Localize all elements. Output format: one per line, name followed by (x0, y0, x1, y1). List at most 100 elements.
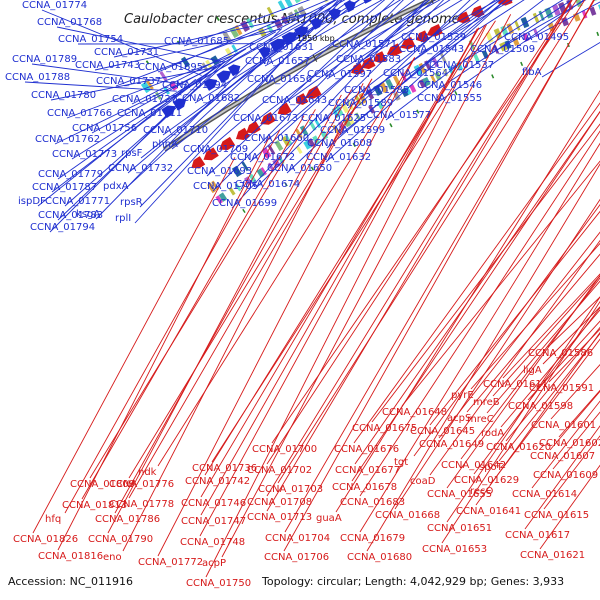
gene-labels: CCNA_01774 CCNA_01768 CCNA_01754 CCNA_01731… (5, 0, 600, 589)
cog-color-block (287, 11, 296, 21)
cog-color-block (260, 167, 267, 176)
kbp-scale-labels: 1650 kbp1700 kbp1750 kbp1800 kbp1850 kbp… (297, 0, 434, 62)
cog-color-block (295, 145, 303, 155)
reverse-gene-label: CCNA_01750 (186, 578, 251, 589)
kbp-scale-label: 1950 kbp (297, 34, 335, 43)
feature-tick (352, 142, 356, 148)
reverse-gene-label: CCNA_01776 (109, 479, 174, 490)
cog-color-block (284, 0, 293, 8)
reverse-gene-label: CCNA_01746 (181, 498, 246, 509)
cog-color-block (473, 53, 480, 63)
cog-color-block (422, 76, 431, 87)
reverse-gene-label: CCNA_01642 (441, 460, 506, 471)
cog-color-block (514, 20, 521, 31)
leader-line (436, 0, 573, 91)
reverse-gene-label: CCNA_01676 (334, 444, 399, 455)
cog-color-block (589, 6, 597, 16)
cog-color-block (358, 92, 367, 104)
reverse-gene-label: CCNA_01790 (88, 534, 153, 545)
reverse-gene-label: recO (470, 486, 494, 497)
cog-color-block (281, 15, 289, 25)
reverse-gene-label: CCNA_01826 (13, 534, 78, 545)
forward-gene-arrow (203, 78, 218, 91)
cog-color-block (234, 24, 243, 36)
reverse-gene-label: CCNA_01704 (265, 533, 330, 544)
leader-line (470, 242, 600, 390)
leader-line (429, 210, 600, 426)
cog-color-block (274, 140, 284, 151)
forward-gene-label: CCNA_01597 (307, 69, 372, 80)
reverse-gene-label: CCNA_01602 (539, 438, 600, 449)
leader-line (366, 163, 600, 552)
leader-line (460, 277, 600, 460)
forward-gene-label: CCNA_01509 (470, 44, 535, 55)
forward-gene-label: CCNA_01705 (193, 181, 258, 192)
scale-tick (312, 54, 318, 62)
leader-line (277, 0, 586, 484)
leader-line (89, 109, 316, 479)
cog-color-block (385, 78, 395, 90)
leader-line (359, 142, 600, 533)
forward-gene-label: CCNA_01632 (306, 152, 371, 163)
reverse-gene-label: CCNA_01677 (335, 465, 400, 476)
reverse-gene-label: CCNA_01645 (410, 426, 475, 437)
forward-gene-label: CCNA_01495 (504, 32, 569, 43)
cog-color-block (512, 36, 520, 47)
reverse-gene-label: CCNA_01813 (62, 500, 127, 511)
cog-color-block (266, 6, 275, 17)
leader-line (266, 0, 573, 497)
forward-gene-label: CCNA_01695 (138, 62, 203, 73)
cog-color-block (493, 28, 503, 40)
leader-line (252, 0, 416, 124)
cog-color-block (211, 180, 220, 191)
cog-color-block (240, 20, 250, 32)
leader-line (466, 253, 600, 413)
reverse-gene-label: CCNA_01706 (264, 552, 329, 563)
forward-gene-label: ksgA (76, 209, 100, 220)
reverse-gene-arrow (277, 102, 292, 116)
leader-line (266, 0, 401, 85)
leader-line (64, 129, 281, 514)
forward-gene-label: CCNA_01577 (366, 110, 431, 121)
reverse-gene-label: spoT (479, 462, 504, 473)
cog-color-block (532, 12, 540, 24)
forward-gene-label: CCNA_01631 (249, 42, 314, 53)
forward-gene-label: CCNA_01783 (38, 210, 103, 221)
leader-line (221, 14, 512, 558)
leader-line (429, 239, 600, 476)
cog-color-block (241, 161, 249, 172)
leader-line (355, 0, 463, 65)
leader-line (37, 78, 197, 207)
leader-line (489, 0, 587, 55)
leader-line (249, 0, 430, 163)
forward-gene-label: phhA (152, 139, 178, 150)
leader-line (134, 0, 339, 224)
forward-gene-label: CCNA_01711 (117, 108, 182, 119)
cog-color-block (409, 83, 417, 93)
leader-line (131, 0, 336, 105)
scale-tick (431, 0, 434, 4)
leader-line (420, 0, 499, 43)
reverse-gene-label: CCNA_01591 (529, 383, 594, 394)
reverse-gene-label: CCNA_01648 (382, 407, 447, 418)
reverse-gene-label: CCNA_01678 (332, 482, 397, 493)
cog-color-block (307, 138, 316, 148)
cog-color-block (145, 79, 154, 90)
leader-line (128, 78, 373, 499)
reverse-gene-label: CCNA_01713 (247, 512, 312, 523)
leader-line (473, 306, 600, 475)
reverse-gene-label: CCNA_01649 (419, 439, 484, 450)
leader-line (57, 135, 271, 551)
reverse-gene-label: CCNA_01651 (427, 523, 492, 534)
forward-gene-label: CCNA_01625 (301, 113, 366, 124)
leader-line (505, 326, 600, 442)
reverse-gene-label: CCNA_01653 (422, 544, 487, 555)
cog-color-block (485, 31, 494, 43)
forward-gene-label: CCNA_01608 (307, 138, 372, 149)
leader-line (498, 332, 600, 462)
cog-color-block (231, 165, 243, 178)
leader-line (162, 0, 352, 136)
reverse-gene-label: CCNA_01620 (486, 442, 551, 453)
reverse-gene-label: pyrE (451, 390, 474, 401)
